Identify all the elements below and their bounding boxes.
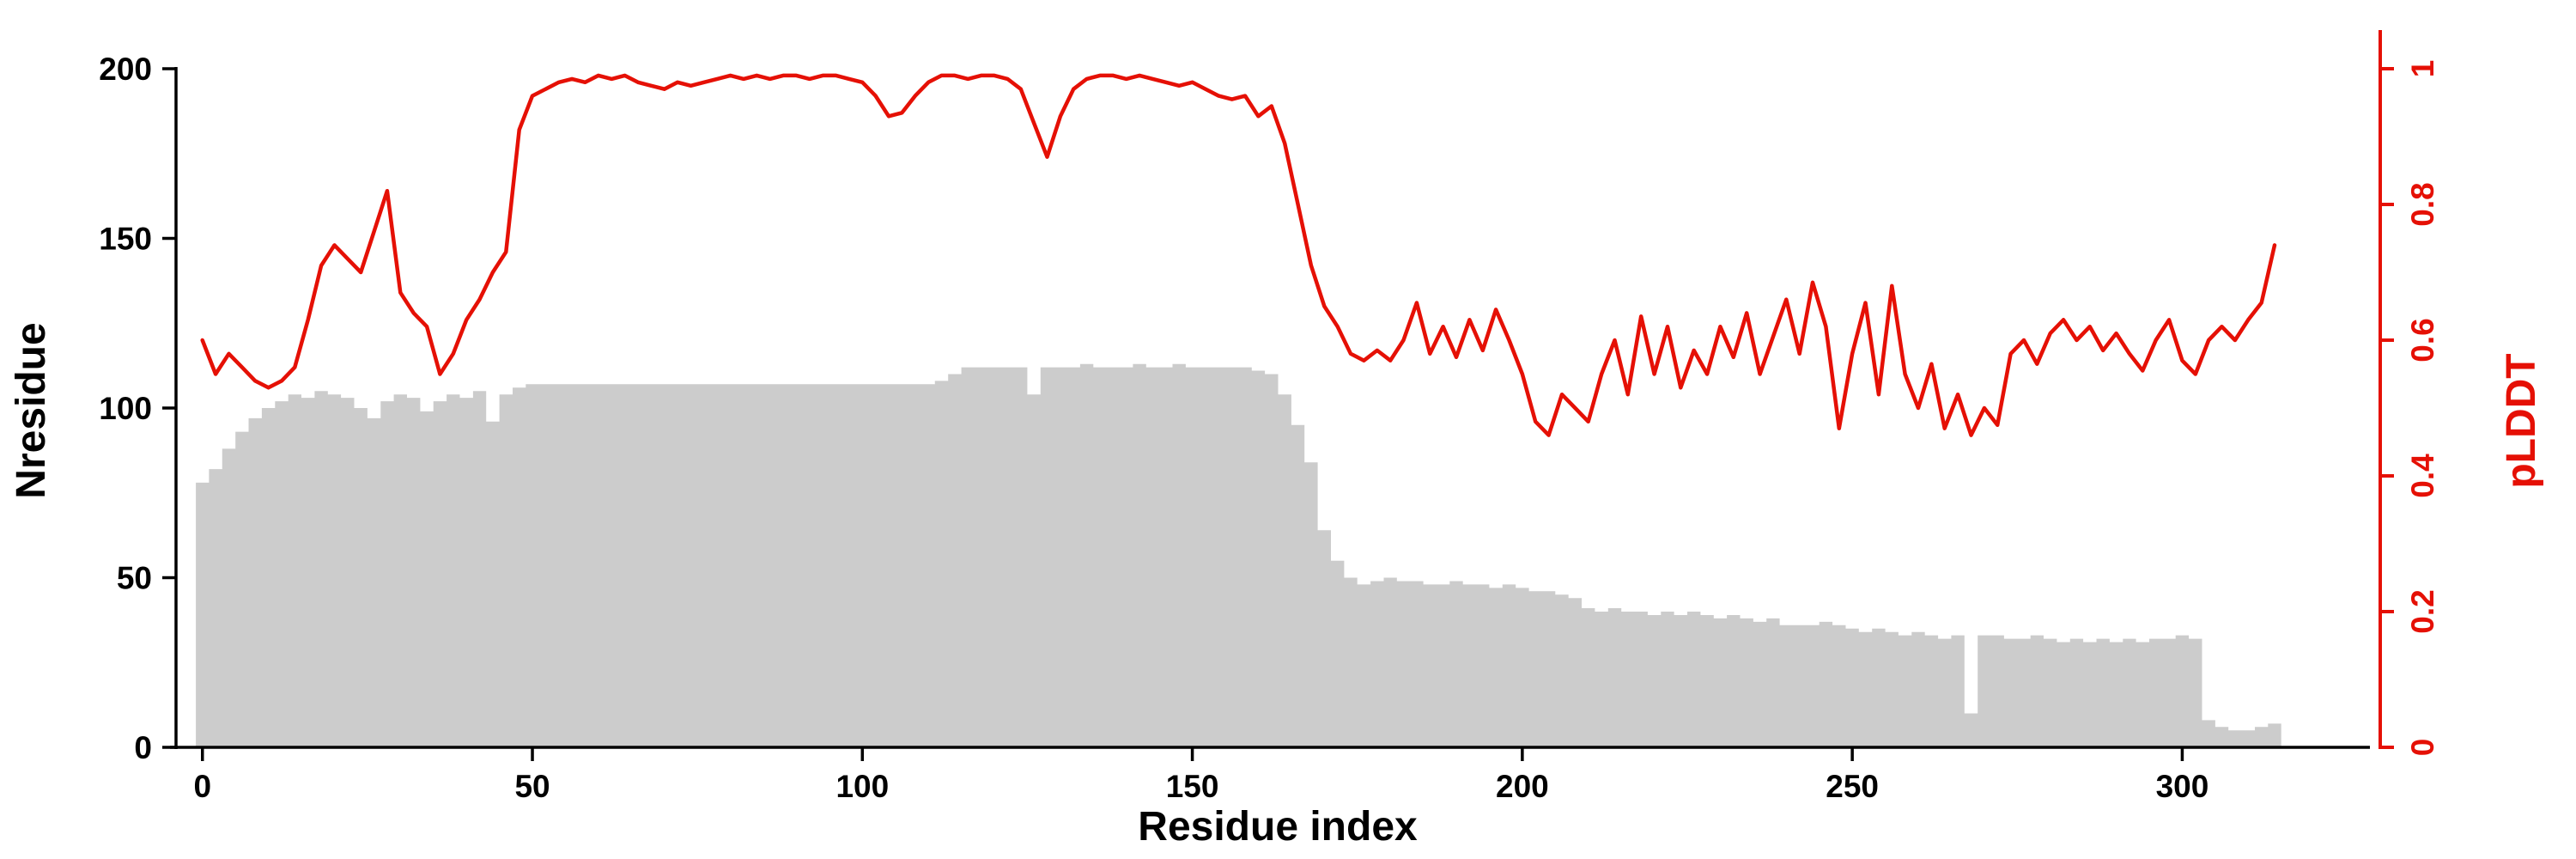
y-left-tick-label: 50 xyxy=(117,561,152,596)
y-left-axis-title: Nresidue xyxy=(9,322,54,498)
y-right-tick-label: 0.6 xyxy=(2405,318,2440,362)
plddt-line xyxy=(200,73,2277,437)
y-left-tick-label: 150 xyxy=(99,222,152,257)
axis-ticks: 0 50 100 150 200 250 300 0 50 100 150 200 0 0.2 0.4 0.6… xyxy=(99,52,2440,804)
y-right-tick-label: 0.4 xyxy=(2405,454,2440,498)
x-axis-title: Residue index xyxy=(1138,804,1418,850)
y-left-tick-label: 200 xyxy=(99,52,152,87)
plot-area xyxy=(196,73,2281,747)
y-right-tick-label: 0.8 xyxy=(2405,182,2440,226)
x-tick-label: 50 xyxy=(514,769,550,804)
y-right-tick-label: 0.2 xyxy=(2405,589,2440,633)
y-right-tick-label: 0 xyxy=(2405,739,2440,757)
x-tick-label: 300 xyxy=(2156,769,2209,804)
x-tick-label: 200 xyxy=(1496,769,1549,804)
x-tick-label: 0 xyxy=(193,769,211,804)
x-tick-label: 150 xyxy=(1166,769,1219,804)
y-right-axis-title: pLDDT xyxy=(2499,353,2544,488)
nresidue-bars xyxy=(196,363,2281,747)
y-left-tick-label: 100 xyxy=(99,391,152,426)
y-right-tick-label: 1 xyxy=(2405,60,2440,78)
x-tick-label: 100 xyxy=(835,769,889,804)
y-left-tick-label: 0 xyxy=(134,730,152,765)
x-tick-label: 250 xyxy=(1826,769,1879,804)
